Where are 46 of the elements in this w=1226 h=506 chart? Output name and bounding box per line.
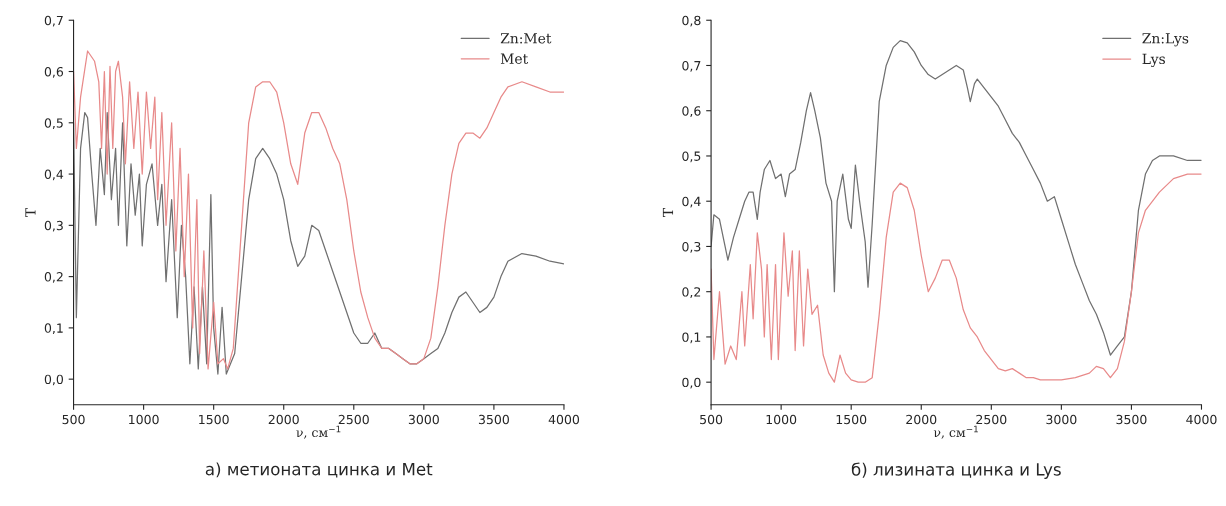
x-tick-label: 4000 (548, 414, 580, 425)
line-series (73, 111, 564, 375)
legend-label: Lys (1142, 53, 1165, 67)
text: а) метионата цинка и Met (205, 462, 433, 478)
x-tick-label: 3500 (478, 414, 509, 425)
y-tick-label: 0,0 (44, 374, 64, 386)
x-axis-title: ν, см$^{−1}$ (296, 425, 341, 439)
x-tick-label: 1500 (836, 414, 867, 425)
x-tick-label: 3000 (1046, 414, 1077, 425)
x-tick-label: 3000 (408, 414, 439, 425)
x-tick-label: 1500 (199, 414, 229, 425)
x-tick-label: 2500 (976, 414, 1007, 425)
y-tick-label: 0,5 (682, 151, 701, 163)
x-tick-label: 4000 (1186, 414, 1217, 425)
x-tick-label: 2000 (906, 414, 937, 425)
legend-label: Zn:Lys (1142, 33, 1189, 47)
y-tick-label: 0,6 (682, 106, 701, 117)
x-tick-label: 500 (700, 414, 723, 425)
legend-label: Zn:Met (500, 33, 552, 44)
y-axis-title: T (662, 208, 674, 218)
y-tick-label: 0,3 (44, 220, 63, 232)
legend-label: Met (500, 53, 529, 64)
x-tick-label: 500 (62, 414, 85, 425)
x-tick-label: 2000 (268, 414, 299, 425)
x-tick-label: 1000 (766, 414, 797, 425)
y-tick-label: 0,4 (44, 169, 64, 181)
x-tick-label: 1000 (129, 414, 159, 425)
y-tick-label: 0,3 (682, 241, 701, 253)
y-tick-label: 0,8 (682, 15, 701, 27)
y-tick-label: 0,5 (44, 118, 63, 129)
y-tick-label: 0,0 (682, 377, 701, 389)
y-tick-label: 0,1 (682, 332, 701, 344)
x-tick-label: 2500 (338, 414, 369, 425)
line-series (73, 50, 564, 370)
y-tick-label: 0,4 (682, 196, 701, 208)
y-tick-label: 0,1 (44, 323, 63, 335)
text: б) лизината цинка и Lys (851, 462, 1061, 479)
y-tick-label: 0,7 (682, 60, 701, 72)
y-tick-label: 0,7 (44, 15, 63, 27)
y-axis-title: T (25, 208, 36, 218)
y-tick-label: 0,2 (44, 272, 63, 283)
x-axis-title: ν, см$^{−1}$ (933, 425, 978, 439)
y-tick-label: 0,6 (44, 66, 64, 78)
y-tick-label: 0,2 (682, 287, 701, 298)
line-series (711, 173, 1202, 383)
x-tick-label: 3500 (1116, 414, 1147, 425)
